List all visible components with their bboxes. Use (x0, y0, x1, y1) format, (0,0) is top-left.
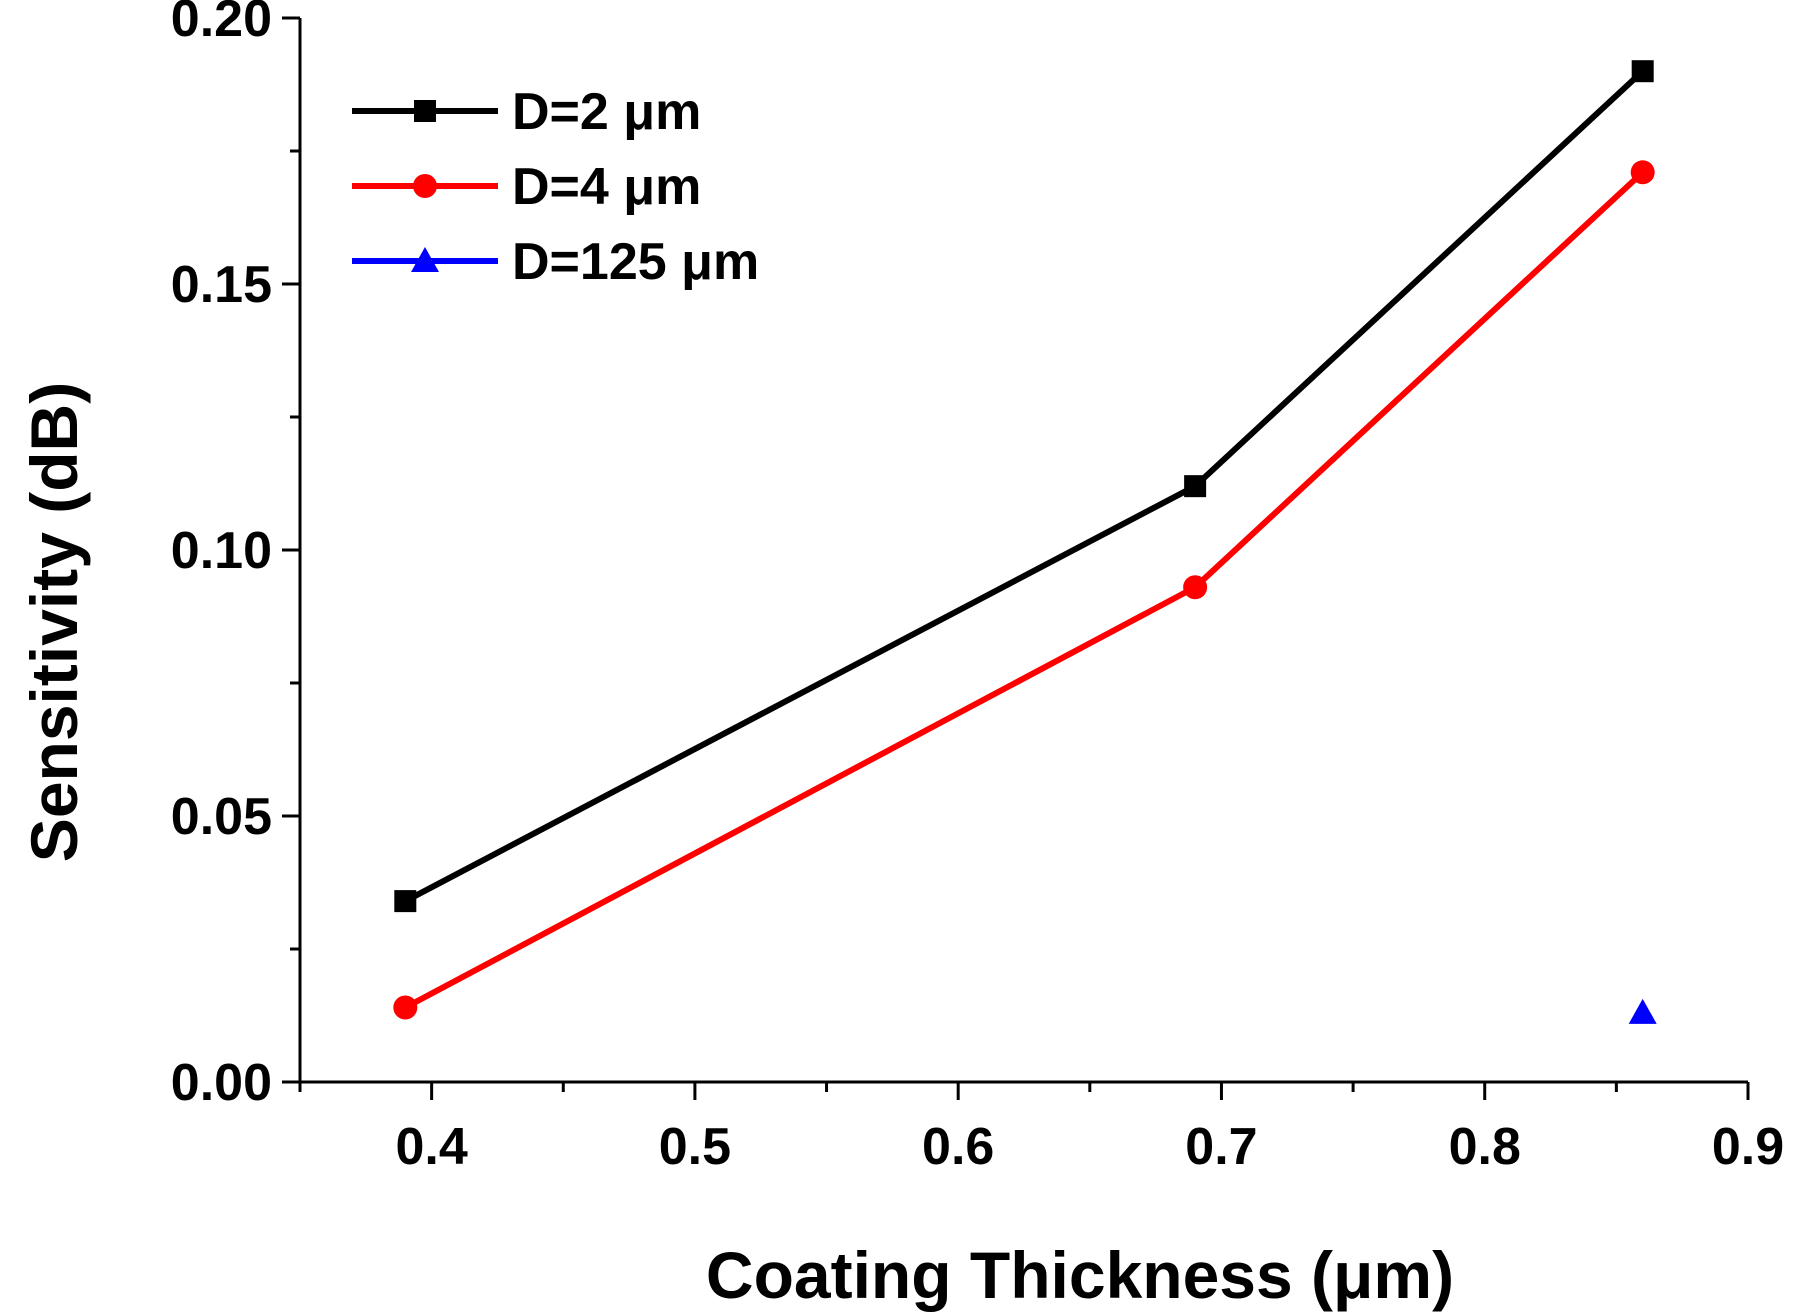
x-axis-title: Coating Thickness (μm) (706, 1238, 1454, 1312)
legend: D=2 μm D=4 μm D=125 μm (352, 83, 759, 291)
legend-item: D=4 μm (352, 158, 701, 216)
legend-label: D=2 μm (512, 83, 701, 141)
axes: 0.4 0.5 0.6 0.7 0.8 0.9 0.00 0.05 0.10 0.15 0.20 (171, 0, 1784, 1176)
x-tick-label: 0.7 (1185, 1118, 1257, 1176)
y-axis-title: Sensitivity (dB) (17, 382, 91, 862)
x-tick-label: 0.5 (659, 1118, 731, 1176)
series-2 (393, 160, 1655, 1020)
y-tick-label: 0.20 (171, 0, 272, 48)
series-layer (393, 60, 1657, 1024)
x-tick-label: 0.9 (1712, 1118, 1784, 1176)
x-tick-label: 0.6 (922, 1118, 994, 1176)
legend-marker (413, 174, 437, 198)
y-tick-label: 0.00 (171, 1054, 272, 1112)
data-point (393, 995, 418, 1020)
legend-item: D=2 μm (352, 83, 701, 141)
data-point (1631, 60, 1654, 83)
legend-label: D=125 μm (512, 233, 759, 291)
data-point (1628, 998, 1657, 1024)
data-point (394, 890, 417, 913)
data-point (1184, 475, 1207, 498)
legend-label: D=4 μm (512, 158, 701, 216)
legend-marker (411, 247, 439, 272)
x-tick-label: 0.8 (1449, 1118, 1521, 1176)
data-point (1183, 575, 1208, 600)
x-tick-label: 0.4 (395, 1118, 467, 1176)
series-1 (394, 60, 1654, 913)
series-line (403, 170, 1645, 1011)
y-tick-label: 0.05 (171, 788, 272, 846)
legend-marker (414, 100, 436, 122)
series-3 (1628, 998, 1657, 1024)
data-point (1630, 160, 1655, 185)
y-tick-label: 0.15 (171, 256, 272, 314)
y-tick-label: 0.10 (171, 522, 272, 580)
legend-item: D=125 μm (352, 233, 759, 291)
